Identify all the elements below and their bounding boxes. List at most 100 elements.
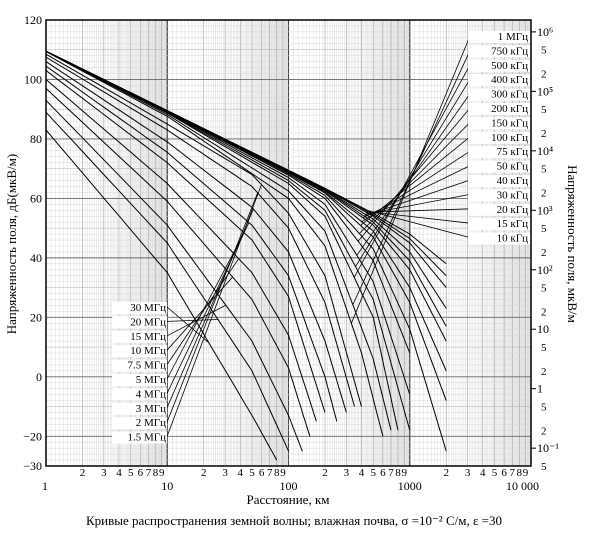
x-minor-tick-label: 2 — [201, 467, 207, 479]
x-minor-tick-label: 8 — [516, 467, 522, 479]
y-minor-tick-label-right: 2 — [541, 247, 547, 259]
x-minor-tick-label: 8 — [395, 467, 401, 479]
x-minor-tick-label: 4 — [237, 467, 243, 479]
x-minor-tick-label: 9 — [280, 467, 286, 479]
series-label-bg — [112, 345, 167, 358]
series-label: 400 кГц — [491, 74, 528, 86]
x-minor-tick-label: 5 — [128, 467, 134, 479]
series-label: 100 кГц — [491, 132, 528, 144]
series-label-leader — [362, 165, 471, 219]
series-label-leader — [353, 64, 471, 278]
series-label-leader — [166, 192, 258, 423]
series-line — [45, 70, 326, 413]
x-tick-label: 10 — [161, 479, 173, 493]
x-minor-tick-label: 6 — [138, 467, 144, 479]
x-axis-title: Расстояние, км — [246, 492, 329, 507]
x-minor-tick-label: 6 — [380, 467, 386, 479]
series-line — [45, 50, 392, 431]
x-minor-tick-label: 7 — [146, 467, 152, 479]
series-label: 10 МГц — [130, 345, 166, 357]
series-label-bg — [468, 160, 530, 173]
series-label: 1 МГц — [498, 31, 528, 43]
x-minor-tick-label: 7 — [267, 467, 273, 479]
series-label-leader — [355, 78, 471, 267]
series-label: 40 кГц — [497, 175, 528, 187]
series-label-leader — [357, 107, 471, 242]
series-label: 2 МГц — [136, 417, 166, 429]
series-label: 5 МГц — [136, 374, 166, 386]
y-minor-tick-label-right: 5 — [541, 461, 547, 473]
x-minor-tick-label: 7 — [509, 467, 515, 479]
series-label-leader — [356, 93, 471, 256]
series-label-bg — [468, 189, 530, 202]
series-label-bg — [468, 232, 530, 245]
y-minor-tick-label-right: 2 — [541, 128, 547, 140]
x-minor-tick-label: 9 — [523, 467, 529, 479]
x-minor-tick-label: 4 — [480, 467, 486, 479]
x-minor-tick-label: 4 — [359, 467, 365, 479]
x-minor-tick-label: 3 — [222, 467, 228, 479]
series-line — [45, 111, 289, 452]
series-label: 20 кГц — [497, 204, 528, 216]
series-label-bg — [468, 103, 530, 115]
series-label-bg — [468, 146, 530, 159]
x-tick-label: 1000 — [398, 479, 422, 493]
series-label-bg — [468, 131, 530, 144]
series-line — [45, 79, 317, 422]
label-leaders — [166, 35, 471, 437]
series-label-bg — [112, 330, 167, 343]
chart-curves — [45, 50, 447, 461]
series-label: 150 кГц — [491, 117, 528, 129]
y-tick-label-right: 10 — [537, 322, 549, 336]
y-minor-tick-label-right: 5 — [541, 164, 547, 176]
series-label-bg — [112, 302, 167, 314]
y-tick-label-right: 10⁻¹ — [537, 441, 559, 455]
x-minor-tick-label: 6 — [501, 467, 507, 479]
y-minor-tick-label-right: 5 — [541, 223, 547, 235]
series-label: 10 кГц — [497, 233, 528, 245]
series-line — [45, 50, 399, 431]
y-minor-tick-label-right: 5 — [541, 402, 547, 414]
series-label: 750 кГц — [491, 45, 528, 57]
series-labels: 1 МГц 750 кГц 500 кГц 400 кГц 300 кГц 200 кГц… — [112, 31, 530, 444]
series-label: 30 кГц — [497, 189, 528, 201]
x-tick-label: 100 — [280, 479, 298, 493]
x-minor-tick-label: 3 — [344, 467, 350, 479]
x-minor-tick-label: 8 — [274, 467, 280, 479]
y-minor-tick-label-right: 5 — [541, 45, 547, 57]
y-minor-tick-label-right: 2 — [541, 366, 547, 378]
series-label-bg — [468, 31, 530, 43]
x-minor-tick-label: 5 — [492, 467, 498, 479]
series-label-leader — [363, 179, 471, 217]
y-minor-tick-label-right: 5 — [541, 342, 547, 354]
y-tick-label-left: 120 — [24, 13, 42, 27]
series-label-bg — [112, 374, 167, 386]
series-label-leader — [359, 122, 471, 234]
series-label-bg — [112, 431, 167, 444]
y-tick-label-left: 0 — [36, 370, 42, 384]
series-label-bg — [468, 203, 530, 216]
series-label-leader — [166, 184, 262, 437]
y-minor-tick-label-right: 2 — [541, 69, 547, 81]
y-tick-label-left: 60 — [30, 191, 42, 205]
series-label-leader — [366, 208, 471, 213]
x-tick-label: 10 000 — [506, 479, 539, 493]
series-label-bg — [112, 402, 167, 415]
x-minor-tick-label: 2 — [322, 467, 328, 479]
series-label: 30 МГц — [130, 302, 166, 314]
y-axis-title-right: Напряженность поля, мкВ/м — [565, 165, 580, 323]
series-label: 200 кГц — [491, 103, 528, 115]
y-tick-label-left: 100 — [24, 72, 42, 86]
y-minor-tick-label-right: 5 — [541, 283, 547, 295]
series-label: 20 МГц — [130, 316, 166, 328]
series-line — [45, 88, 311, 437]
series-line — [45, 51, 384, 437]
y-tick-label-right: 1 — [537, 382, 543, 396]
series-line — [45, 129, 278, 461]
series-label: 15 кГц — [497, 218, 528, 230]
series-line — [45, 65, 338, 422]
x-minor-tick-label: 7 — [388, 467, 394, 479]
series-label: 500 кГц — [491, 60, 528, 72]
series-label: 1.5 МГц — [127, 432, 166, 444]
